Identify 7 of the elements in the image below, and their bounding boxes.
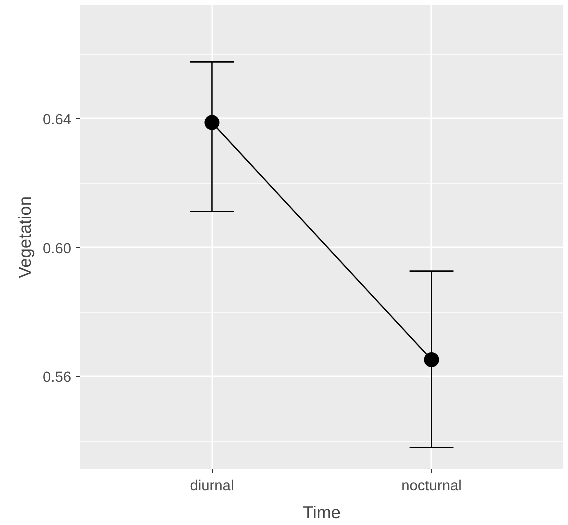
y-tick-label: 0.60 (42, 241, 72, 258)
y-tick-label: 0.64 (42, 112, 72, 128)
x-tick-label: diurnal (190, 478, 234, 494)
y-tick-label: 0.56 (42, 370, 72, 386)
y-axis-title: Vegetation (14, 196, 35, 278)
x-axis-title: Time (303, 502, 341, 522)
x-tick-label: nocturnal (402, 478, 462, 494)
